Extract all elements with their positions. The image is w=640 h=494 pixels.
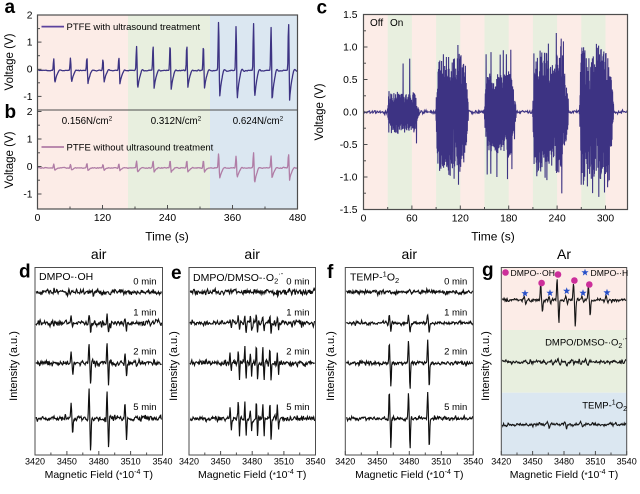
- svg-text:3510: 3510: [431, 456, 451, 466]
- svg-text:0 min: 0 min: [286, 277, 309, 288]
- svg-text:3450: 3450: [367, 456, 387, 466]
- svg-text:0 min: 0 min: [133, 277, 156, 288]
- svg-text:Voltage (V): Voltage (V): [314, 83, 326, 140]
- svg-text:PTFE without ultrasound treatm: PTFE without ultrasound treatment: [67, 142, 214, 153]
- svg-text:2: 2: [27, 10, 33, 21]
- svg-text:Magnetic Field (*10-4 T): Magnetic Field (*10-4 T): [45, 469, 153, 481]
- svg-text:240: 240: [159, 213, 176, 224]
- svg-text:60: 60: [406, 214, 418, 225]
- svg-text:1 min: 1 min: [133, 308, 156, 319]
- svg-text:0: 0: [35, 213, 41, 224]
- svg-text:1: 1: [27, 134, 33, 145]
- svg-text:-1: -1: [23, 92, 32, 103]
- svg-text:DMPO-·OH: DMPO-·OH: [39, 271, 93, 283]
- svg-text:5 min: 5 min: [444, 402, 467, 413]
- svg-text:Intensity (a.u.): Intensity (a.u.): [8, 331, 20, 401]
- svg-text:DMPO/DMSO-·O2·-: DMPO/DMSO-·O2·-: [545, 336, 628, 350]
- svg-text:g: g: [482, 260, 494, 281]
- svg-text:3420: 3420: [491, 456, 511, 466]
- svg-text:Intensity (a.u.): Intensity (a.u.): [480, 331, 492, 401]
- svg-text:0.624N/cm2: 0.624N/cm2: [233, 116, 284, 128]
- svg-text:3480: 3480: [89, 456, 109, 466]
- svg-text:d: d: [19, 262, 31, 283]
- svg-text:air: air: [91, 246, 107, 262]
- svg-text:0: 0: [27, 65, 33, 76]
- svg-text:Magnetic Field (*10-4 T): Magnetic Field (*10-4 T): [198, 469, 306, 481]
- svg-text:3540: 3540: [305, 456, 325, 466]
- svg-text:air: air: [402, 246, 418, 262]
- svg-text:c: c: [317, 0, 328, 19]
- svg-text:0.5: 0.5: [343, 75, 358, 86]
- svg-text:f: f: [327, 262, 334, 283]
- svg-text:240: 240: [549, 214, 566, 225]
- svg-text:480: 480: [289, 213, 306, 224]
- svg-text:PTFE with ultrasound treatment: PTFE with ultrasound treatment: [67, 22, 201, 33]
- svg-text:1 min: 1 min: [444, 308, 467, 319]
- svg-text:Magnetic Field (*10-4 T): Magnetic Field (*10-4 T): [510, 469, 618, 481]
- svg-text:DMPO-·H: DMPO-·H: [591, 268, 629, 278]
- svg-text:3450: 3450: [211, 456, 231, 466]
- svg-text:1 min: 1 min: [286, 308, 309, 319]
- svg-text:2 min: 2 min: [133, 347, 156, 358]
- svg-text:Time (s): Time (s): [471, 230, 515, 244]
- svg-text:0.312N/cm2: 0.312N/cm2: [151, 116, 202, 128]
- svg-text:3540: 3540: [617, 456, 637, 466]
- svg-text:-1.5: -1.5: [340, 205, 358, 216]
- svg-text:120: 120: [452, 214, 469, 225]
- svg-text:air: air: [244, 246, 260, 262]
- svg-text:b: b: [5, 102, 17, 123]
- svg-text:3510: 3510: [274, 456, 294, 466]
- svg-text:DMPO-·OH: DMPO-·OH: [511, 268, 555, 278]
- svg-text:5 min: 5 min: [286, 402, 309, 413]
- svg-text:0: 0: [361, 214, 367, 225]
- svg-text:0.156N/cm2: 0.156N/cm2: [62, 116, 113, 128]
- svg-text:2 min: 2 min: [444, 347, 467, 358]
- svg-text:Voltage (V): Voltage (V): [4, 33, 16, 90]
- svg-text:2 min: 2 min: [286, 347, 309, 358]
- svg-text:3480: 3480: [399, 456, 419, 466]
- svg-text:DMPO/DMSO-·O2·-: DMPO/DMSO-·O2·-: [193, 269, 284, 286]
- svg-text:3510: 3510: [121, 456, 141, 466]
- svg-text:3450: 3450: [57, 456, 77, 466]
- svg-text:3420: 3420: [179, 456, 199, 466]
- svg-text:Time (s): Time (s): [145, 230, 189, 244]
- svg-text:2: 2: [27, 107, 33, 118]
- svg-text:5 min: 5 min: [133, 402, 156, 413]
- svg-text:-0.5: -0.5: [340, 140, 358, 151]
- svg-text:TEMP-1O2: TEMP-1O2: [350, 270, 399, 286]
- svg-text:3450: 3450: [523, 456, 543, 466]
- svg-text:1.0: 1.0: [343, 42, 358, 53]
- svg-text:-1.0: -1.0: [340, 172, 358, 183]
- svg-text:On: On: [390, 18, 403, 29]
- svg-text:3480: 3480: [554, 456, 574, 466]
- svg-text:Voltage (V): Voltage (V): [4, 131, 16, 188]
- svg-text:-1: -1: [23, 189, 32, 200]
- svg-text:a: a: [5, 0, 16, 18]
- svg-text:0: 0: [27, 162, 33, 173]
- svg-text:3480: 3480: [242, 456, 262, 466]
- svg-text:1: 1: [27, 38, 33, 49]
- svg-text:300: 300: [597, 214, 614, 225]
- svg-text:1.5: 1.5: [343, 10, 358, 21]
- svg-text:120: 120: [94, 213, 111, 224]
- svg-text:Intensity (a.u.): Intensity (a.u.): [325, 331, 337, 401]
- svg-text:0.0: 0.0: [343, 107, 358, 118]
- svg-text:e: e: [171, 263, 182, 284]
- svg-text:3540: 3540: [152, 456, 172, 466]
- svg-text:3420: 3420: [25, 456, 45, 466]
- svg-text:TEMP-1O2: TEMP-1O2: [582, 400, 627, 414]
- svg-text:3510: 3510: [585, 456, 605, 466]
- svg-text:Off: Off: [370, 18, 383, 29]
- svg-text:3420: 3420: [335, 456, 355, 466]
- svg-text:Intensity (a.u.): Intensity (a.u.): [168, 331, 180, 401]
- svg-text:3540: 3540: [463, 456, 483, 466]
- svg-text:Magnetic Field (*10-4 T): Magnetic Field (*10-4 T): [355, 469, 463, 481]
- svg-text:360: 360: [224, 213, 241, 224]
- svg-text:Ar: Ar: [557, 246, 571, 262]
- svg-text:180: 180: [500, 214, 517, 225]
- svg-text:0 min: 0 min: [444, 277, 467, 288]
